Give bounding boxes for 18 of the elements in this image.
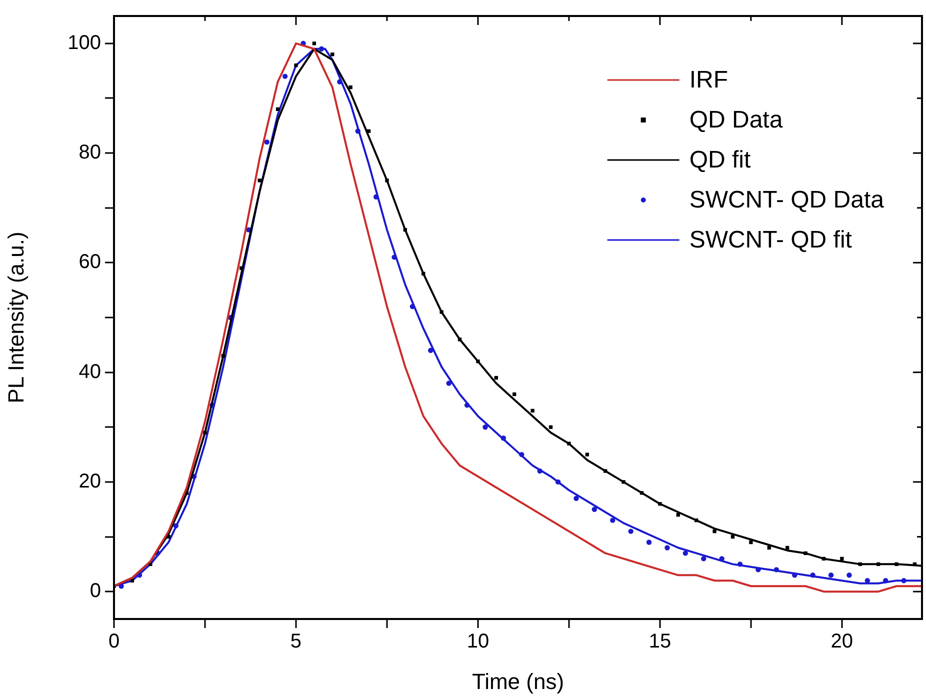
y-tick-label: 60: [78, 251, 101, 274]
y-tick-label: 20: [78, 470, 101, 492]
legend-label: QD fit: [689, 146, 751, 174]
x-tick-label: 10: [466, 630, 490, 653]
legend-label: SWCNT- QD fit: [689, 226, 852, 254]
legend-label: IRF: [689, 66, 728, 94]
x-tick-label: 0: [108, 630, 120, 653]
y-tick-label: 100: [68, 32, 101, 54]
y-tick-label: 0: [90, 580, 101, 602]
legend-label: SWCNT- QD Data: [689, 186, 885, 214]
x-tick-label: 20: [830, 630, 854, 653]
x-tick-label: 5: [290, 630, 302, 653]
y-tick-label: 40: [78, 360, 101, 383]
x-tick-label: 15: [648, 630, 672, 653]
y-axis-title: PL Intensity (a.u.): [3, 232, 28, 404]
legend-label: QD Data: [689, 106, 784, 134]
y-tick-label: 80: [78, 142, 101, 164]
x-axis-title: Time (ns): [472, 668, 564, 694]
